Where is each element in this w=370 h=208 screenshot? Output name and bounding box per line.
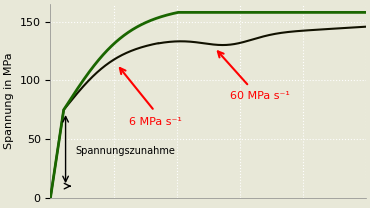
Text: 6 MPa s⁻¹: 6 MPa s⁻¹ [129, 117, 182, 127]
Text: Spannungszunahme: Spannungszunahme [76, 146, 175, 156]
Y-axis label: Spannung in MPa: Spannung in MPa [4, 53, 14, 149]
Text: 60 MPa s⁻¹: 60 MPa s⁻¹ [230, 91, 290, 101]
